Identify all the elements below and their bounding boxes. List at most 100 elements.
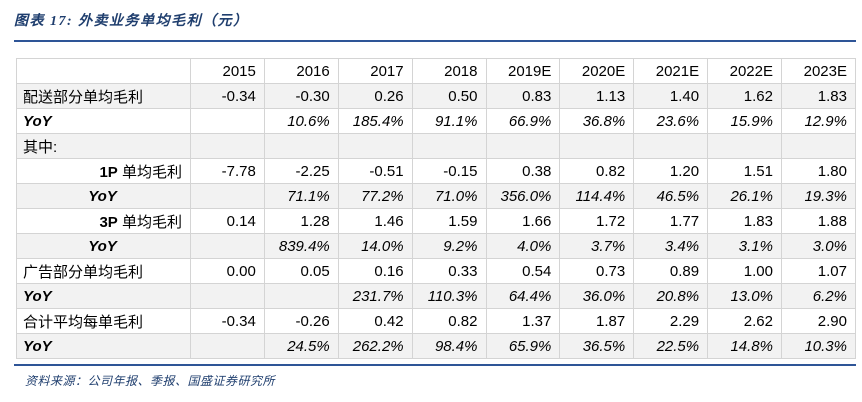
value-cell: 4.0%	[485, 233, 561, 259]
table-row: 3P 单均毛利 0.14 1.28 1.46 1.59 1.66 1.72 1.77 1.83 1…	[16, 208, 856, 234]
value-cell: 0.83	[485, 83, 561, 109]
value-cell: 0.14	[190, 208, 265, 234]
table-row: 广告部分单均毛利 0.00 0.05 0.16 0.33 0.54 0.73 0.89 1.00…	[16, 258, 856, 284]
row-label: YoY	[16, 283, 191, 309]
value-cell: 1.28	[263, 208, 339, 234]
corner-cell	[16, 58, 191, 84]
row-label: 配送部分单均毛利	[16, 83, 191, 109]
value-cell: 0.00	[190, 258, 265, 284]
value-cell: 3.1%	[707, 233, 782, 259]
value-cell: 10.6%	[263, 108, 339, 134]
value-cell: 3.0%	[781, 233, 856, 259]
row-label: YoY	[16, 233, 191, 259]
value-cell: 36.0%	[559, 283, 635, 309]
value-cell	[190, 133, 265, 159]
value-cell: 98.4%	[411, 333, 487, 359]
value-cell: 1.51	[707, 158, 782, 184]
row-label: 合计平均每单毛利	[16, 308, 191, 334]
value-cell	[263, 283, 339, 309]
value-cell: 19.3%	[781, 183, 856, 209]
value-cell: 0.50	[411, 83, 487, 109]
value-cell	[559, 133, 635, 159]
value-cell: 0.82	[411, 308, 487, 334]
year-column-header: 2022E	[707, 58, 782, 84]
value-cell: -0.26	[263, 308, 339, 334]
value-cell: 46.5%	[633, 183, 709, 209]
value-cell: 26.1%	[707, 183, 782, 209]
year-column-header: 2020E	[559, 58, 635, 84]
value-cell: 1.40	[633, 83, 709, 109]
value-cell	[485, 133, 561, 159]
value-cell: 0.26	[337, 83, 413, 109]
row-label: 广告部分单均毛利	[16, 258, 191, 284]
value-cell	[190, 108, 265, 134]
value-cell: 10.3%	[781, 333, 856, 359]
value-cell: -2.25	[263, 158, 339, 184]
value-cell: 1.59	[411, 208, 487, 234]
value-cell: 64.4%	[485, 283, 561, 309]
value-cell: 14.0%	[337, 233, 413, 259]
value-cell: -7.78	[190, 158, 265, 184]
value-cell: 110.3%	[411, 283, 487, 309]
value-cell	[633, 133, 709, 159]
title-divider	[14, 40, 856, 42]
table-row: YoY 24.5% 262.2% 98.4% 65.9% 36.5% 22.5% 14.8% 1…	[16, 333, 856, 359]
value-cell: 1.00	[707, 258, 782, 284]
value-cell: 23.6%	[633, 108, 709, 134]
value-cell: 24.5%	[263, 333, 339, 359]
value-cell: 6.2%	[781, 283, 856, 309]
value-cell: 3.4%	[633, 233, 709, 259]
value-cell: 0.82	[559, 158, 635, 184]
value-cell: -0.34	[190, 83, 265, 109]
footer-divider	[14, 364, 856, 366]
table-row: 配送部分单均毛利 -0.34 -0.30 0.26 0.50 0.83 1.13 1.40 1.…	[16, 83, 856, 109]
value-cell: 9.2%	[411, 233, 487, 259]
row-label-prefix: 1P	[99, 163, 118, 181]
value-cell: 20.8%	[633, 283, 709, 309]
value-cell: 231.7%	[337, 283, 413, 309]
year-header-row: 2015 2016 2017 2018 2019E 2020E 2021E 2022E 2023…	[16, 58, 856, 84]
source-note: 资料来源：公司年报、季报、国盛证券研究所	[25, 374, 276, 388]
year-column-header: 2015	[190, 58, 265, 84]
table-row: YoY 71.1% 77.2% 71.0% 356.0% 114.4% 46.5% 26.1%…	[16, 183, 856, 209]
table-row: 1P 单均毛利 -7.78 -2.25 -0.51 -0.15 0.38 0.82 1.20 1…	[16, 158, 856, 184]
report-figure: 图表 17: 外卖业务单均毛利（元） 2015 2016 2017 2018 2019E…	[14, 14, 856, 388]
value-cell: 0.33	[411, 258, 487, 284]
value-cell: 2.62	[707, 308, 782, 334]
value-cell: 36.8%	[559, 108, 635, 134]
value-cell: 1.80	[781, 158, 856, 184]
table-row: YoY 10.6% 185.4% 91.1% 66.9% 36.8% 23.6% 15.9% 1…	[16, 108, 856, 134]
value-cell: 1.77	[633, 208, 709, 234]
row-label: YoY	[16, 183, 191, 209]
table-row: YoY 231.7% 110.3% 64.4% 36.0% 20.8% 13.0% 6.2%	[16, 283, 856, 309]
value-cell	[190, 283, 265, 309]
value-cell: 3.7%	[559, 233, 635, 259]
value-cell: 0.38	[485, 158, 561, 184]
table-row: 合计平均每单毛利 -0.34 -0.26 0.42 0.82 1.37 1.87 2.29 2.…	[16, 308, 856, 334]
value-cell: 1.83	[781, 83, 856, 109]
value-cell: 114.4%	[559, 183, 635, 209]
value-cell: 356.0%	[485, 183, 561, 209]
row-label: 3P 单均毛利	[16, 208, 191, 234]
value-cell: 1.07	[781, 258, 856, 284]
value-cell	[411, 133, 487, 159]
value-cell: 0.16	[337, 258, 413, 284]
value-cell: 1.62	[707, 83, 782, 109]
value-cell: 839.4%	[263, 233, 339, 259]
value-cell: 1.83	[707, 208, 782, 234]
figure-title: 图表 17: 外卖业务单均毛利（元）	[14, 14, 249, 29]
value-cell	[190, 333, 265, 359]
value-cell: 0.05	[263, 258, 339, 284]
value-cell: 12.9%	[781, 108, 856, 134]
value-cell: 22.5%	[633, 333, 709, 359]
value-cell: 66.9%	[485, 108, 561, 134]
value-cell: 1.66	[485, 208, 561, 234]
row-label-prefix: 3P	[99, 213, 118, 231]
year-column-header: 2016	[263, 58, 339, 84]
gross-profit-table: 2015 2016 2017 2018 2019E 2020E 2021E 2022E 2023…	[16, 58, 856, 359]
value-cell: 185.4%	[337, 108, 413, 134]
value-cell	[190, 233, 265, 259]
row-label: 其中:	[16, 133, 191, 159]
value-cell: 1.72	[559, 208, 635, 234]
value-cell: -0.34	[190, 308, 265, 334]
